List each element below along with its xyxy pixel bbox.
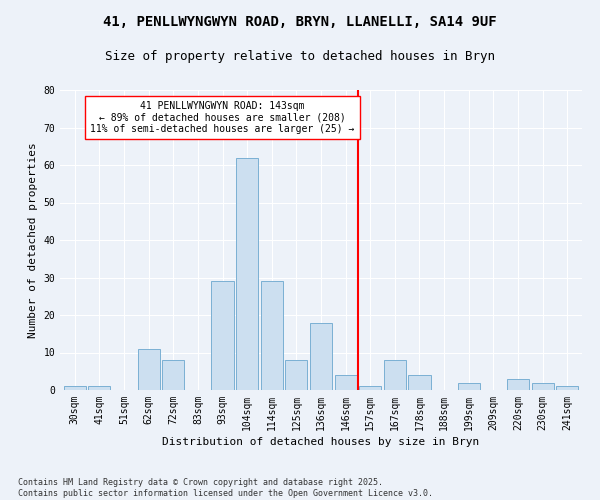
Bar	[359, 386, 382, 390]
Bar	[335, 375, 357, 390]
Bar	[211, 281, 233, 390]
Bar	[310, 322, 332, 390]
Bar	[260, 281, 283, 390]
Bar	[88, 386, 110, 390]
Bar	[285, 360, 307, 390]
Bar	[532, 382, 554, 390]
Text: 41, PENLLWYNGWYN ROAD, BRYN, LLANELLI, SA14 9UF: 41, PENLLWYNGWYN ROAD, BRYN, LLANELLI, S…	[103, 15, 497, 29]
Text: 41 PENLLWYNGWYN ROAD: 143sqm
← 89% of detached houses are smaller (208)
11% of s: 41 PENLLWYNGWYN ROAD: 143sqm ← 89% of de…	[91, 101, 355, 134]
Bar	[507, 379, 529, 390]
Bar	[162, 360, 184, 390]
Bar	[556, 386, 578, 390]
Bar	[137, 349, 160, 390]
Text: Contains HM Land Registry data © Crown copyright and database right 2025.
Contai: Contains HM Land Registry data © Crown c…	[18, 478, 433, 498]
Bar	[409, 375, 431, 390]
X-axis label: Distribution of detached houses by size in Bryn: Distribution of detached houses by size …	[163, 437, 479, 447]
Bar	[236, 158, 258, 390]
Bar	[64, 386, 86, 390]
Text: Size of property relative to detached houses in Bryn: Size of property relative to detached ho…	[105, 50, 495, 63]
Bar	[384, 360, 406, 390]
Bar	[458, 382, 480, 390]
Y-axis label: Number of detached properties: Number of detached properties	[28, 142, 38, 338]
